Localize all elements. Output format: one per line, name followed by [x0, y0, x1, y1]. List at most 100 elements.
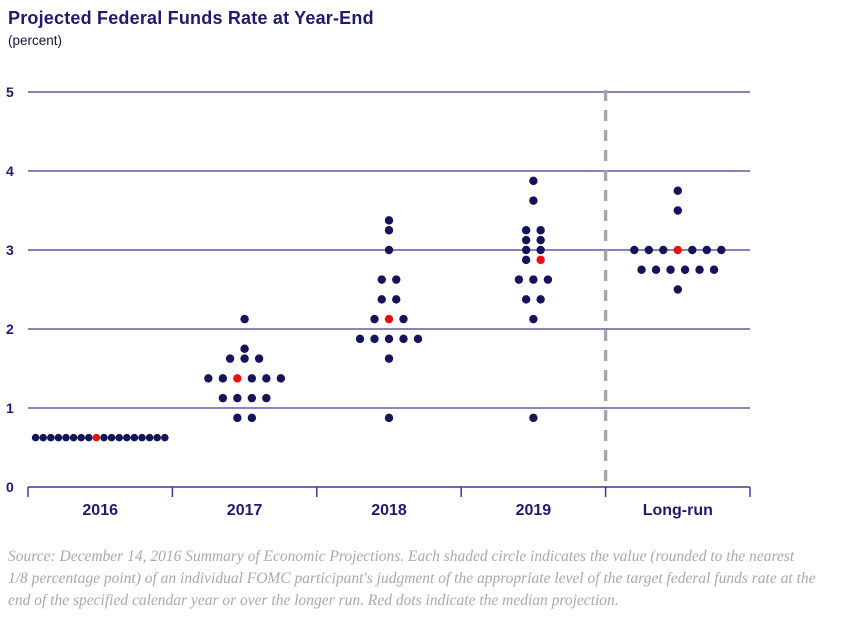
- projection-dot: [240, 354, 249, 363]
- projection-dot: [413, 334, 423, 344]
- projection-dot: [536, 245, 545, 255]
- projection-dot: [521, 226, 531, 235]
- projection-dot: [399, 314, 408, 324]
- source-note: Source: December 14, 2016 Summary of Eco…: [8, 548, 816, 609]
- projection-dot: [644, 245, 653, 255]
- projection-dot: [247, 393, 257, 403]
- projection-dot: [529, 275, 538, 284]
- projection-dot: [233, 393, 242, 403]
- projection-dot: [247, 374, 257, 383]
- projection-dot: [521, 235, 531, 245]
- projection-dot: [138, 433, 146, 442]
- projection-dot: [233, 413, 242, 423]
- projection-dot: [54, 433, 63, 442]
- projection-dot: [384, 354, 394, 363]
- category-label: 2016: [82, 502, 118, 519]
- projection-dot: [262, 393, 271, 403]
- projection-dot: [536, 226, 545, 235]
- projection-dot: [39, 433, 47, 442]
- projection-dot: [384, 226, 394, 235]
- projection-dot: [377, 295, 386, 304]
- projection-dot: [204, 374, 213, 383]
- projection-dot: [717, 245, 726, 255]
- y-axis-label: 5: [6, 84, 14, 100]
- chart-subtitle: (percent): [8, 33, 63, 48]
- projection-dot: [695, 265, 704, 274]
- projection-dot: [370, 314, 379, 324]
- projection-dot: [673, 285, 682, 294]
- median-dot: [92, 433, 101, 442]
- projection-dot: [536, 295, 545, 304]
- projection-dot: [225, 354, 235, 363]
- projection-dot: [145, 433, 154, 442]
- projection-dot: [130, 433, 139, 442]
- projection-dot: [673, 186, 682, 195]
- projection-dot: [688, 245, 697, 255]
- projection-dot: [521, 255, 531, 265]
- projection-dot: [240, 314, 249, 324]
- projection-dot: [123, 433, 131, 442]
- projection-dot: [69, 433, 78, 442]
- y-axis-label: 2: [6, 321, 14, 337]
- projection-dot: [384, 245, 394, 255]
- projection-dot: [247, 413, 257, 423]
- median-dot: [233, 374, 242, 383]
- projection-dot: [370, 334, 379, 344]
- projection-dot: [673, 206, 682, 215]
- projection-dot: [262, 374, 271, 383]
- chart-title: Projected Federal Funds Rate at Year-End: [8, 8, 374, 28]
- median-dot: [673, 245, 682, 255]
- projection-dot: [276, 374, 286, 383]
- projection-dot: [529, 196, 538, 205]
- projection-dot: [529, 413, 538, 423]
- projection-dot: [659, 245, 668, 255]
- projection-dot: [651, 265, 661, 274]
- projection-dot: [514, 275, 524, 284]
- dot-plot-chart: 0 1 2 3 4 5 2016 2017 2018 2019 Long-run: [6, 84, 751, 519]
- projection-dot: [31, 433, 40, 442]
- projection-dot: [240, 344, 249, 353]
- projection-dot: [392, 275, 401, 284]
- projection-dot: [666, 265, 675, 274]
- projection-dot: [77, 433, 85, 442]
- category-label: 2018: [371, 502, 407, 519]
- projection-dot: [384, 334, 394, 344]
- projection-dot: [254, 354, 264, 363]
- projection-dot: [399, 334, 408, 344]
- projection-dot: [521, 245, 531, 255]
- projection-dot: [47, 433, 55, 442]
- projection-dot: [709, 265, 719, 274]
- projection-dot: [153, 433, 161, 442]
- projection-dot: [161, 433, 169, 442]
- projection-dot: [529, 176, 538, 186]
- projection-dot: [529, 314, 538, 324]
- projection-dot: [218, 393, 228, 403]
- projection-dot: [536, 235, 545, 245]
- projection-dot: [218, 374, 228, 383]
- category-label: 2017: [227, 502, 263, 519]
- y-axis-label: 3: [6, 242, 14, 258]
- median-dot: [536, 255, 545, 265]
- projection-dot: [630, 245, 639, 255]
- projection-dot: [384, 216, 394, 225]
- projection-dot: [680, 265, 690, 274]
- y-axis-label: 4: [6, 163, 14, 179]
- projection-dot: [107, 433, 116, 442]
- projection-dot: [543, 275, 553, 284]
- projection-dot: [392, 295, 401, 304]
- projection-dot: [62, 433, 70, 442]
- projection-dot: [115, 433, 123, 442]
- y-axis-label: 0: [6, 479, 14, 495]
- projection-dot: [85, 433, 93, 442]
- category-label: Long-run: [643, 502, 713, 519]
- projection-dot: [637, 265, 646, 274]
- projection-dot: [100, 433, 108, 442]
- category-label: 2019: [516, 502, 552, 519]
- median-dot: [384, 314, 394, 324]
- y-axis-label: 1: [6, 400, 14, 416]
- projection-dot: [384, 413, 394, 423]
- projection-dot: [702, 245, 711, 255]
- projection-dot: [521, 295, 531, 304]
- projection-dot: [355, 334, 365, 344]
